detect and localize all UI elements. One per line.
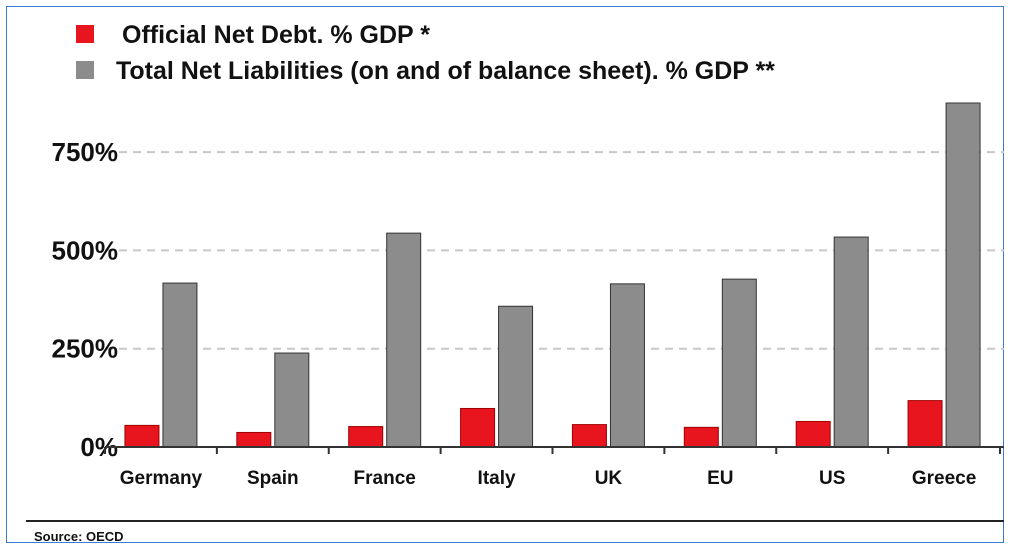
bar-total-net-liabilities-us [833,236,869,448]
x-tick-label: Italy [478,468,516,489]
legend-label-1: Total Net Liabilities (on and of balance… [116,57,775,85]
x-tick-label: Germany [120,468,203,489]
x-tick-label: Greece [912,468,976,489]
y-tick-label: 750% [52,137,119,167]
x-axis: Germany Spain France Italy UK EU US Greece [104,446,1004,489]
gridlines [105,151,1004,350]
x-tick-label: Spain [247,468,299,489]
x-tick-label: EU [707,468,733,489]
bar-official-net-debt-italy [460,407,496,448]
source-note: Source: OECD [34,529,124,544]
bar-official-net-debt-greece [907,400,943,448]
x-tick-label: US [819,468,845,489]
x-tick-label: France [354,468,416,489]
bar-total-net-liabilities-eu [721,278,757,448]
bar-official-net-debt-germany [124,424,160,448]
y-tick-label: 500% [52,235,119,265]
bar-official-net-debt-eu [683,426,719,448]
bar-total-net-liabilities-italy [498,305,534,448]
y-tick-label: 250% [52,334,119,364]
y-axis: 0%250%500%750% [52,137,119,462]
bar-total-net-liabilities-spain [274,352,310,448]
bar-official-net-debt-uk [571,424,607,448]
legend: Official Net Debt. % GDP * Total Net Liab… [76,21,775,85]
bar-official-net-debt-france [348,426,384,448]
bars [124,102,981,448]
bar-total-net-liabilities-uk [609,283,645,448]
legend-swatch-0 [76,25,94,43]
bar-official-net-debt-spain [236,431,272,448]
x-tick-label: UK [595,468,623,489]
bar-total-net-liabilities-greece [945,102,981,448]
bar-total-net-liabilities-france [386,232,422,448]
legend-label-0: Official Net Debt. % GDP * [122,21,430,49]
bar-official-net-debt-us [795,420,831,448]
bar-total-net-liabilities-germany [162,282,198,448]
legend-swatch-1 [76,61,94,79]
